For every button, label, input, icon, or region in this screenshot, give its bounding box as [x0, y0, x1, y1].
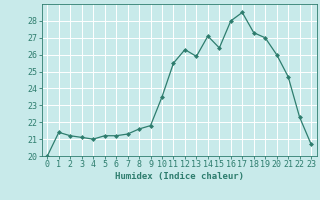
X-axis label: Humidex (Indice chaleur): Humidex (Indice chaleur) — [115, 172, 244, 181]
